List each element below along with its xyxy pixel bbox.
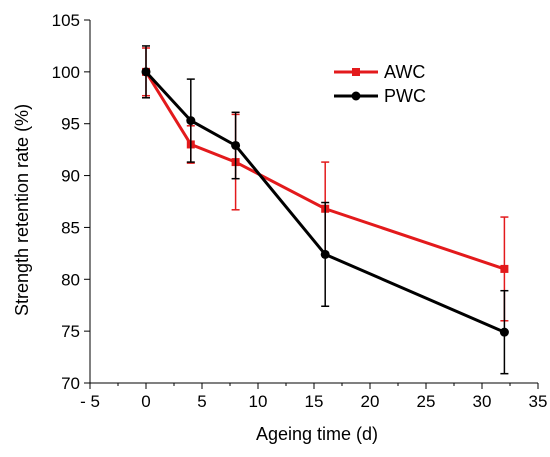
y-tick-label: 75 [61, 322, 80, 341]
x-tick-label: 30 [473, 392, 492, 411]
x-axis-label: Ageing time (d) [256, 424, 378, 444]
data-point-pwc [231, 140, 241, 150]
series-layer [141, 45, 509, 375]
legend: AWC PWC [334, 62, 426, 106]
legend-label-pwc: PWC [384, 86, 426, 106]
x-tick-label: 15 [305, 392, 324, 411]
y-tick-label: 100 [52, 63, 80, 82]
data-point-pwc [186, 116, 196, 126]
data-point-awc [500, 264, 509, 273]
x-tick-label: - 5 [80, 392, 100, 411]
x-tick-label: 10 [249, 392, 268, 411]
axes: - 5 0 5 10 15 20 25 30 35 70 75 80 85 90 95 100 105 [52, 11, 548, 411]
y-tick-label: 85 [61, 218, 80, 237]
legend-marker-pwc [351, 91, 361, 101]
x-tick-label: 0 [141, 392, 150, 411]
x-tick-label: 20 [361, 392, 380, 411]
x-tick-label: 35 [529, 392, 548, 411]
y-axis-label: Strength retention rate (%) [12, 104, 32, 316]
y-tick-label: 95 [61, 115, 80, 134]
data-point-pwc [320, 249, 330, 259]
y-tick-label: 105 [52, 11, 80, 30]
legend-label-awc: AWC [384, 62, 425, 82]
legend-marker-awc [352, 68, 360, 76]
y-tick-label: 70 [61, 374, 80, 393]
x-tick-label: 25 [417, 392, 436, 411]
series-pwc [141, 45, 509, 375]
data-point-pwc [499, 327, 509, 337]
data-point-pwc [141, 67, 151, 77]
x-tick-label: 5 [197, 392, 206, 411]
y-tick-label: 90 [61, 167, 80, 186]
y-tick-label: 80 [61, 270, 80, 289]
